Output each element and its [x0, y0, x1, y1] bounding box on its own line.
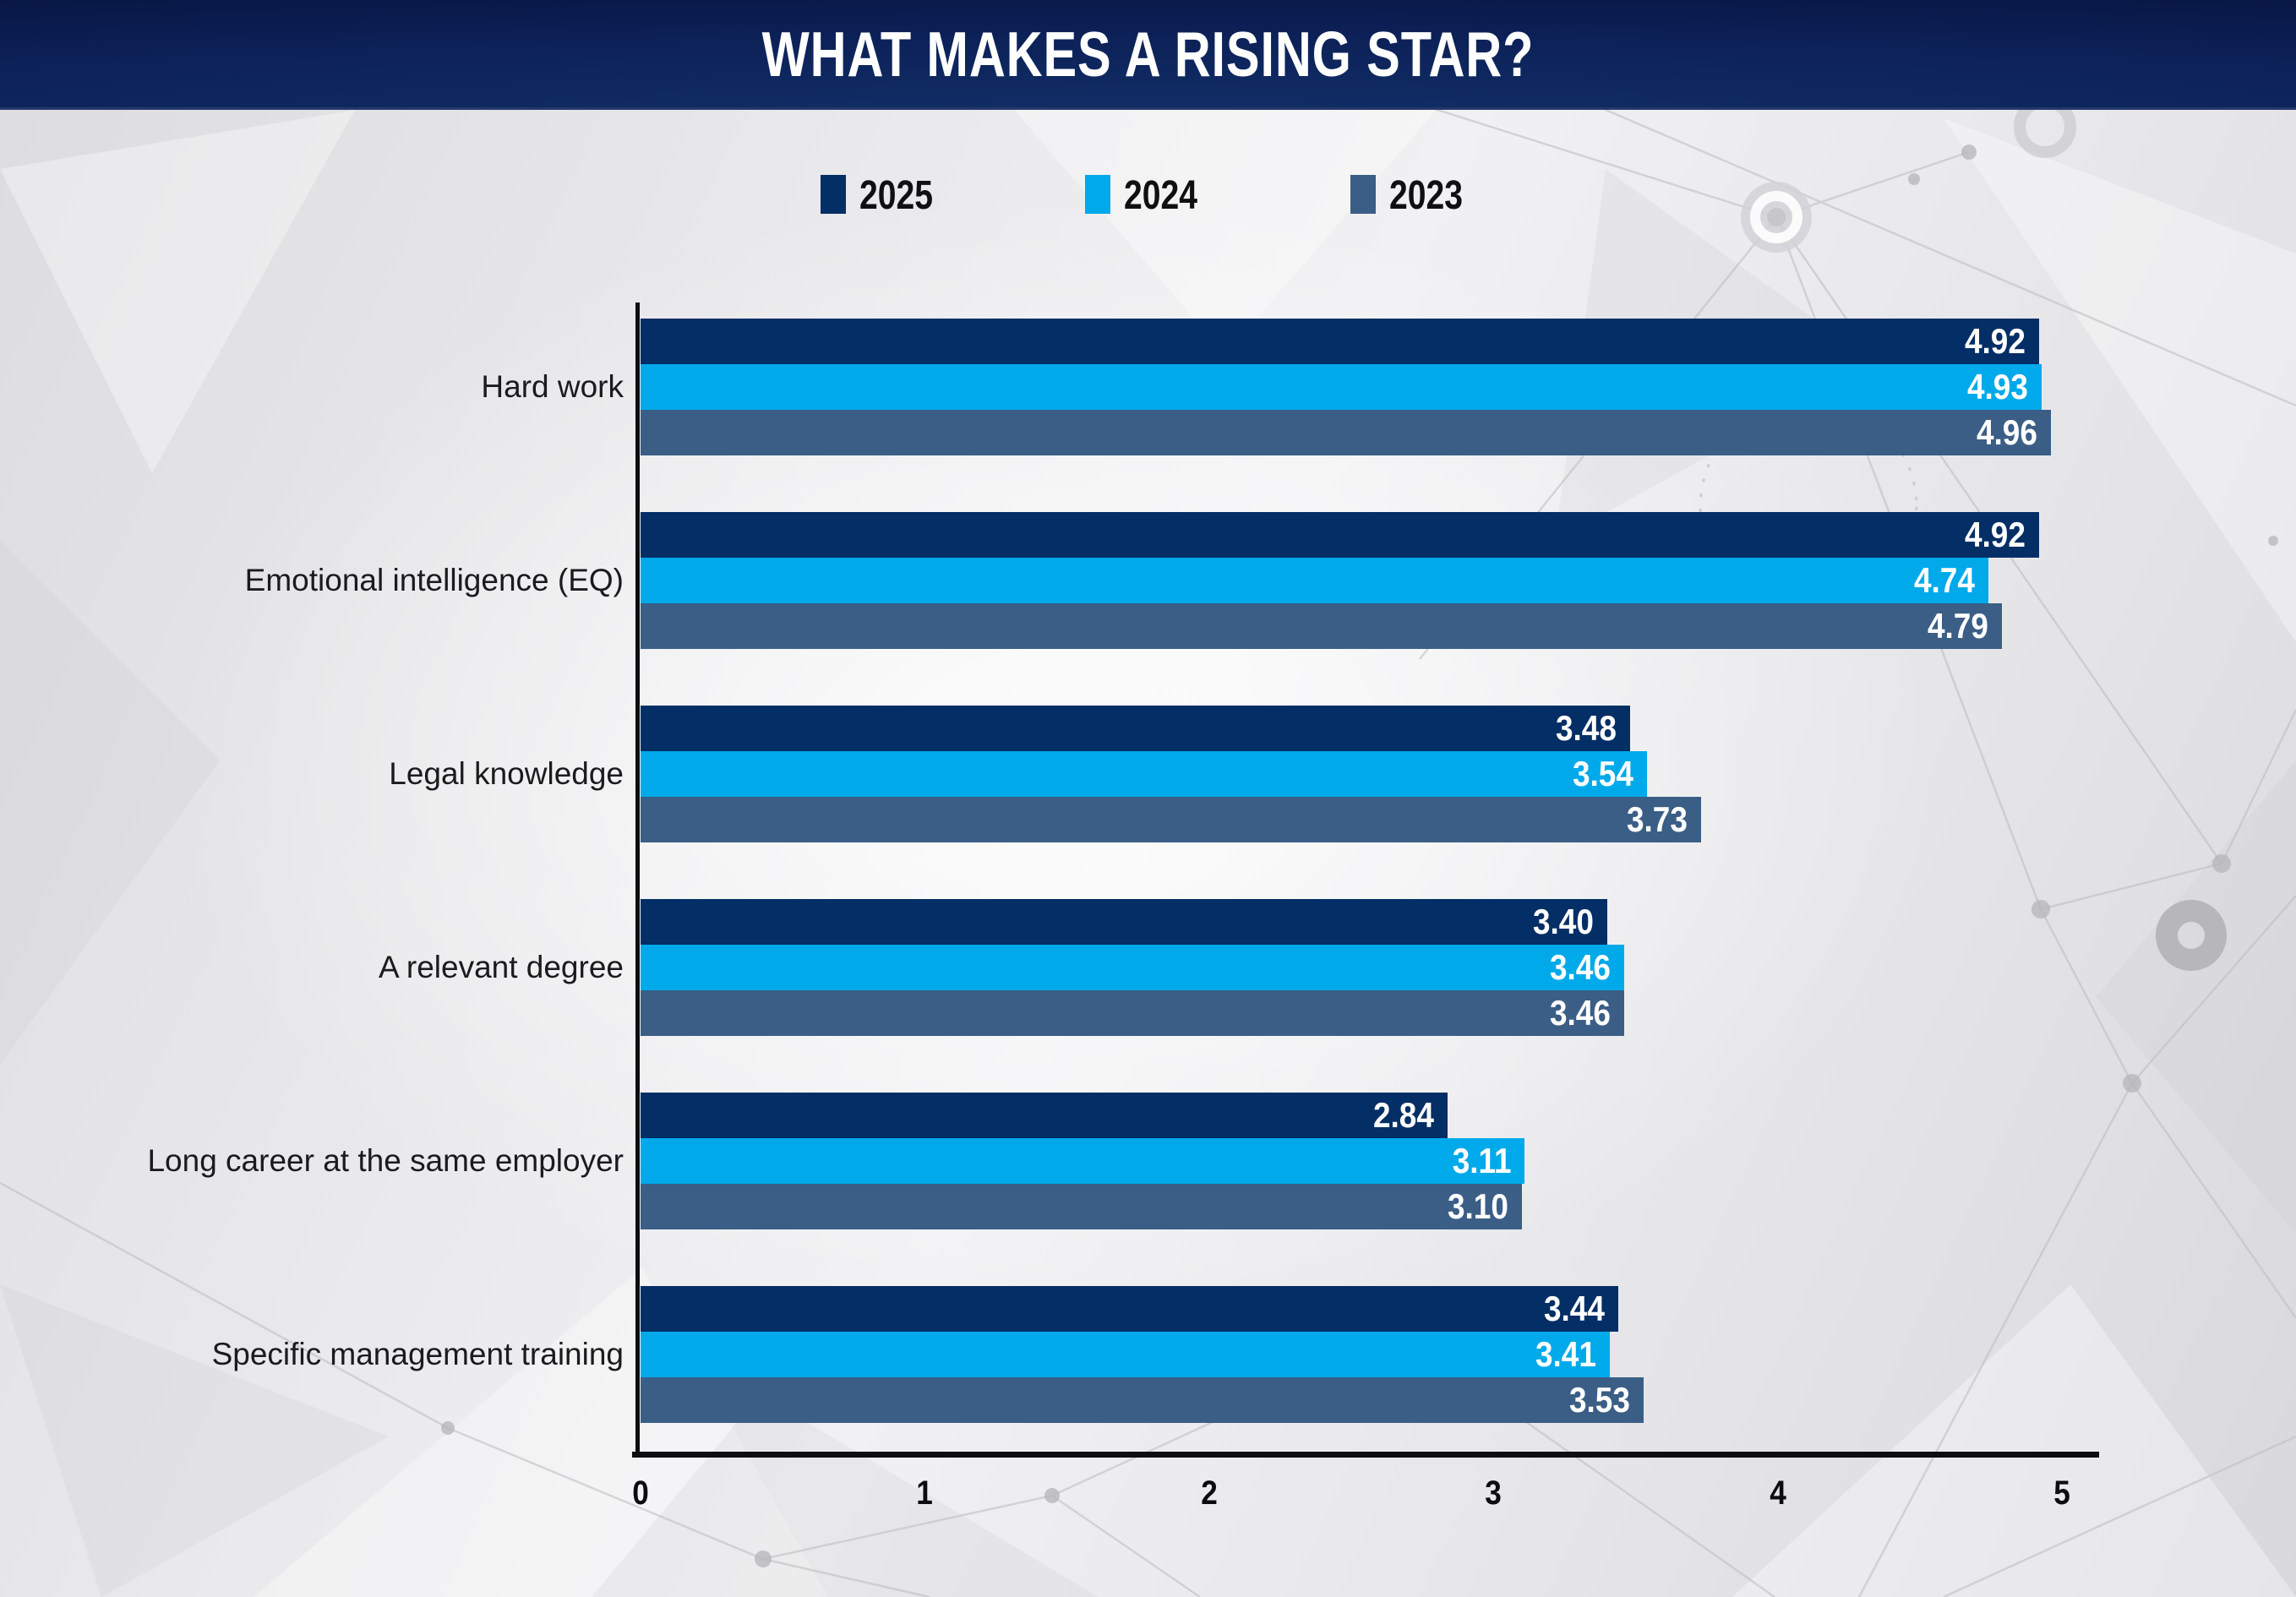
bar-value-label: 3.53	[1569, 1380, 1631, 1420]
bar-value-label: 3.46	[1550, 993, 1612, 1033]
bar-value-label: 4.92	[1965, 515, 2026, 554]
legend-item-2025: 2025	[820, 171, 946, 218]
bar-2024-category-2: 3.54	[641, 751, 1647, 797]
bar-value-label: 3.73	[1627, 799, 1688, 839]
legend-label-2023: 2023	[1388, 171, 1463, 218]
bar-value-label: 3.41	[1535, 1334, 1597, 1374]
bar-value-label: 3.54	[1573, 754, 1634, 793]
x-tick-2: 2	[1201, 1474, 1218, 1512]
bar-value-label: 3.11	[1452, 1141, 1512, 1180]
bar-value-label: 2.84	[1373, 1095, 1435, 1135]
bar-2025-category-3: 3.40	[641, 899, 1607, 945]
bar-value-label: 4.74	[1914, 560, 1976, 600]
bar-2023-category-0: 4.96	[641, 410, 2051, 455]
bar-2023-category-3: 3.46	[641, 990, 1624, 1036]
bar-2023-category-1: 4.79	[641, 603, 2002, 649]
category-label-3: A relevant degree	[378, 950, 624, 984]
bar-value-label: 3.40	[1533, 902, 1595, 941]
x-tick-0: 0	[632, 1474, 649, 1512]
bar-2024-category-3: 3.46	[641, 945, 1624, 990]
y-axis-line	[635, 303, 640, 1458]
x-axis-line	[632, 1452, 2099, 1458]
bar-2023-category-4: 3.10	[641, 1184, 1522, 1229]
bar-2025-category-1: 4.92	[641, 512, 2039, 558]
legend-item-2023: 2023	[1350, 172, 1475, 217]
bar-2023-category-2: 3.73	[641, 797, 1701, 842]
bar-2025-category-2: 3.48	[641, 706, 1630, 751]
bar-value-label: 3.46	[1550, 947, 1612, 987]
legend-swatch-2024	[1085, 175, 1111, 214]
bar-value-label: 3.10	[1448, 1186, 1509, 1226]
bar-value-label: 4.96	[1977, 412, 2038, 452]
bar-value-label: 4.92	[1965, 321, 2026, 361]
bar-2025-category-4: 2.84	[641, 1093, 1448, 1138]
title-band: WHAT MAKES A RISING STAR?	[0, 0, 2296, 110]
bar-value-label: 3.44	[1544, 1289, 1606, 1328]
bar-2023-category-5: 3.53	[641, 1377, 1644, 1423]
category-label-1: Emotional intelligence (EQ)	[244, 563, 624, 597]
bar-2024-category-5: 3.41	[641, 1332, 1610, 1377]
legend: 2025 2024 2023	[0, 167, 2296, 221]
category-label-4: Long career at the same employer	[147, 1143, 624, 1178]
legend-swatch-2023	[1350, 175, 1376, 214]
bar-2024-category-0: 4.93	[641, 364, 2042, 410]
x-tick-1: 1	[916, 1474, 934, 1512]
bar-2024-category-4: 3.11	[641, 1138, 1524, 1184]
x-tick-4: 4	[1769, 1474, 1786, 1512]
bar-value-label: 4.79	[1928, 606, 1989, 646]
bar-value-label: 3.48	[1556, 708, 1617, 748]
category-label-2: Legal knowledge	[389, 756, 624, 791]
bar-2024-category-1: 4.74	[641, 558, 1988, 603]
bar-2025-category-0: 4.92	[641, 319, 2039, 364]
bar-value-label: 4.93	[1967, 367, 2029, 406]
legend-item-2024: 2024	[1085, 172, 1210, 217]
legend-label-2024: 2024	[1124, 171, 1198, 218]
x-tick-3: 3	[1485, 1474, 1502, 1512]
x-tick-5: 5	[2053, 1474, 2070, 1512]
legend-swatch-2025	[820, 175, 846, 214]
legend-label-2025: 2025	[859, 171, 933, 218]
category-label-0: Hard work	[481, 369, 624, 404]
page-title: WHAT MAKES A RISING STAR?	[761, 18, 1535, 90]
category-label-5: Specific management training	[211, 1337, 624, 1371]
bar-2025-category-5: 3.44	[641, 1286, 1618, 1332]
